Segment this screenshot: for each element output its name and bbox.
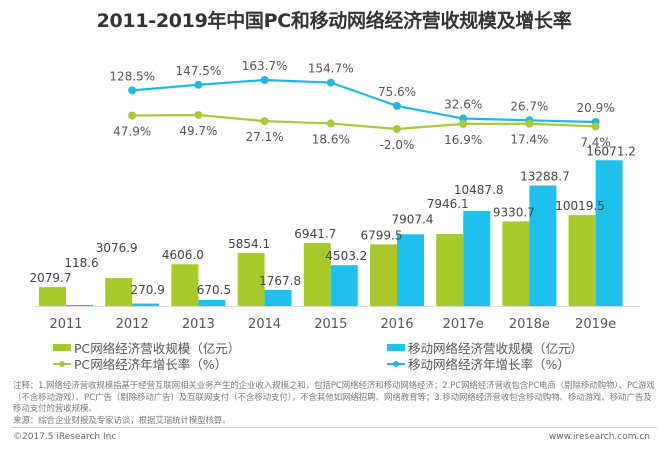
point-label-pc: 16.9% (444, 133, 482, 147)
bar-mobile (66, 304, 93, 306)
bar-mobile (198, 299, 226, 306)
bar-pc (171, 264, 199, 306)
point-label-pc: 49.7% (179, 124, 217, 138)
point-label-pc: -2.0% (380, 138, 415, 152)
bar-mobile (264, 289, 292, 306)
bar-label-mobile: 4503.2 (325, 249, 367, 263)
x-tick-label: 2017e (443, 317, 484, 332)
point-pc (260, 117, 269, 126)
x-tick-label: 2012 (116, 317, 149, 332)
notes: 注释：1.网络经济营收规模指基于经营互联网相关业务产生的企业收入规模之和，包括P… (13, 380, 658, 426)
bar-mobile (595, 160, 623, 306)
point-label-mobile: 154.7% (308, 62, 354, 76)
x-tick-label: 2014 (248, 317, 281, 332)
bar-label-mobile: 13288.7 (520, 169, 570, 183)
bar-pc (105, 278, 133, 306)
point-pc (591, 122, 600, 131)
legend-mobile-bar: 移动网络经济营收规模（亿元） (387, 338, 583, 357)
point-label-pc: 27.1% (246, 130, 284, 144)
bar-label-pc: 4606.0 (162, 248, 204, 262)
bar-label-pc: 10019.5 (555, 199, 605, 213)
bar-label-mobile: 270.9 (131, 283, 165, 297)
bar-pc (237, 252, 265, 306)
legend-swatch-mobile-bar (387, 344, 405, 351)
point-mobile (128, 86, 137, 95)
chart-title: 2011-2019年中国PC和移动网络经济营收规模及增长率 (96, 10, 572, 32)
bar-mobile (397, 234, 424, 306)
point-mobile (194, 80, 203, 89)
bar-pc (39, 287, 66, 306)
bar-label-mobile: 10487.8 (454, 183, 504, 197)
x-tick-label: 2016 (380, 317, 413, 332)
bar-label-mobile: 1767.8 (259, 274, 301, 288)
x-tick-label: 2011 (49, 317, 82, 332)
bar-pc (568, 215, 596, 306)
point-mobile (393, 101, 401, 110)
point-label-mobile: 20.9% (577, 101, 615, 115)
point-label-pc: 18.6% (312, 132, 350, 146)
bar-label-pc: 3076.9 (96, 241, 138, 255)
notes-source: 来源：综合企业财报及专家访谈，根据艾瑞统计模型核算。 (13, 414, 231, 425)
point-pc (326, 119, 335, 128)
bar-mobile (330, 265, 358, 306)
legend-label-mobile-line: 移动网络经济年增长率（%） (408, 357, 570, 372)
point-pc (194, 111, 203, 119)
bar-mobile (132, 303, 160, 306)
bar-pc (303, 243, 331, 306)
bar-pc (436, 233, 464, 306)
point-pc (459, 119, 468, 128)
point-label-pc: 7.4% (580, 135, 611, 149)
bar-pc (370, 244, 397, 306)
point-label-mobile: 32.6% (444, 98, 482, 112)
point-pc (128, 111, 137, 120)
bar-label-mobile: 670.5 (197, 283, 231, 297)
point-label-pc: 17.4% (510, 133, 548, 147)
bar-label-pc: 2079.7 (30, 271, 72, 285)
point-mobile (260, 76, 269, 84)
bar-label-mobile: 7907.4 (392, 212, 434, 226)
bar-mobile (463, 210, 491, 306)
legend-label-pc-line: PC网络经济年增长率（%） (74, 357, 228, 372)
legend-pc-line: PC网络经济年增长率（%） (53, 354, 227, 373)
point-pc (393, 125, 401, 133)
bar-label-pc: 6799.5 (361, 228, 403, 242)
point-label-mobile: 147.5% (176, 64, 222, 78)
line-mobile (132, 78, 596, 124)
chart-canvas: 2011 2012 2013 2014 2015 2016 2017e 2018e 2019e 2… (30, 59, 640, 332)
legend-mobile-line: 移动网络经济年增长率（%） (387, 354, 570, 373)
point-label-mobile: 128.5% (109, 69, 155, 83)
point-label-pc: 47.9% (113, 124, 151, 138)
footer-website: www.iresearch.com.cn (548, 432, 650, 442)
point-label-mobile: 75.6% (378, 85, 416, 99)
line-pc (132, 113, 596, 131)
legend-pc-bar: PC网络经济营收规模（亿元） (53, 338, 240, 357)
bar-label-pc: 6941.7 (294, 227, 336, 241)
x-tick-label: 2015 (314, 317, 347, 332)
bar-label-pc: 5854.1 (228, 237, 270, 251)
bar-mobile (529, 185, 557, 306)
x-tick-label: 2019e (575, 317, 616, 332)
bar-pc (502, 221, 530, 306)
notes-text: 注释：1.网络经济营收规模指基于经营互联网相关业务产生的企业收入规模之和，包括P… (13, 380, 655, 413)
legend-swatch-pc-bar (53, 344, 71, 351)
footer-copyright: ©2017.5 iResearch Inc (13, 432, 117, 442)
legend-swatch-mobile-line (387, 360, 405, 368)
bar-label-mobile: 118.6 (64, 256, 98, 270)
point-pc (525, 119, 534, 128)
legend-label-pc-bar: PC网络经济营收规模（亿元） (74, 341, 241, 356)
point-mobile (326, 78, 335, 87)
footer-divider (12, 427, 657, 428)
x-tick-label: 2013 (182, 317, 215, 332)
legend-label-mobile-bar: 移动网络经济营收规模（亿元） (408, 341, 584, 356)
bar-label-mobile: 16071.2 (586, 144, 636, 158)
bar-label-pc: 7946.1 (427, 197, 469, 211)
point-label-mobile: 163.7% (242, 59, 288, 73)
x-tick-label: 2018e (509, 317, 550, 332)
legend-swatch-pc-line (53, 360, 71, 368)
point-label-mobile: 26.7% (510, 99, 548, 113)
bar-label-pc: 9330.7 (493, 205, 535, 219)
